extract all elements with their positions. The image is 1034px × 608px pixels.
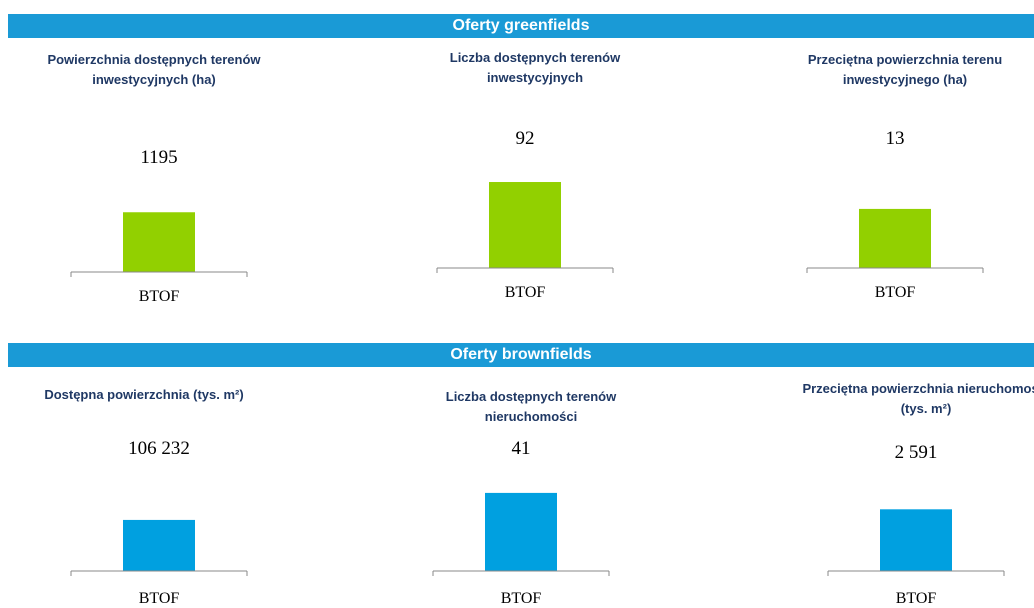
section-header: Oferty greenfields <box>8 14 1034 38</box>
bar <box>489 182 561 268</box>
bar <box>880 509 952 571</box>
value-label: 92 <box>515 128 535 149</box>
bar <box>859 208 931 268</box>
x-tick-label: BTOF <box>138 590 180 607</box>
chart-title: Liczba dostępnych terenów inwestycyjnych <box>449 50 621 85</box>
bar <box>485 492 557 571</box>
x-tick-label: BTOF <box>138 288 180 305</box>
bar <box>123 212 195 272</box>
section-header: Oferty brownfields <box>8 343 1034 367</box>
x-tick-label: BTOF <box>874 284 916 301</box>
x-tick-label: BTOF <box>504 284 546 301</box>
chart-title: Dostępna powierzchnia (tys. m²) <box>44 387 244 402</box>
chart-title: Przeciętna powierzchnia terenu inwestycy… <box>807 52 1003 87</box>
value-label: 1195 <box>140 147 178 168</box>
chart-title: Powierzchnia dostępnych terenów inwestyc… <box>47 52 261 87</box>
value-label: 41 <box>511 438 531 459</box>
x-tick-label: BTOF <box>895 590 937 607</box>
value-label: 106 232 <box>128 438 190 459</box>
chart-title: Liczba dostępnych terenów nieruchomości <box>445 389 617 424</box>
value-label: 2 591 <box>894 442 938 463</box>
value-label: 13 <box>885 128 905 149</box>
chart-title: Przeciętna powierzchnia nieruchomości (t… <box>802 381 1034 416</box>
bar <box>123 519 195 571</box>
x-tick-label: BTOF <box>500 590 542 607</box>
